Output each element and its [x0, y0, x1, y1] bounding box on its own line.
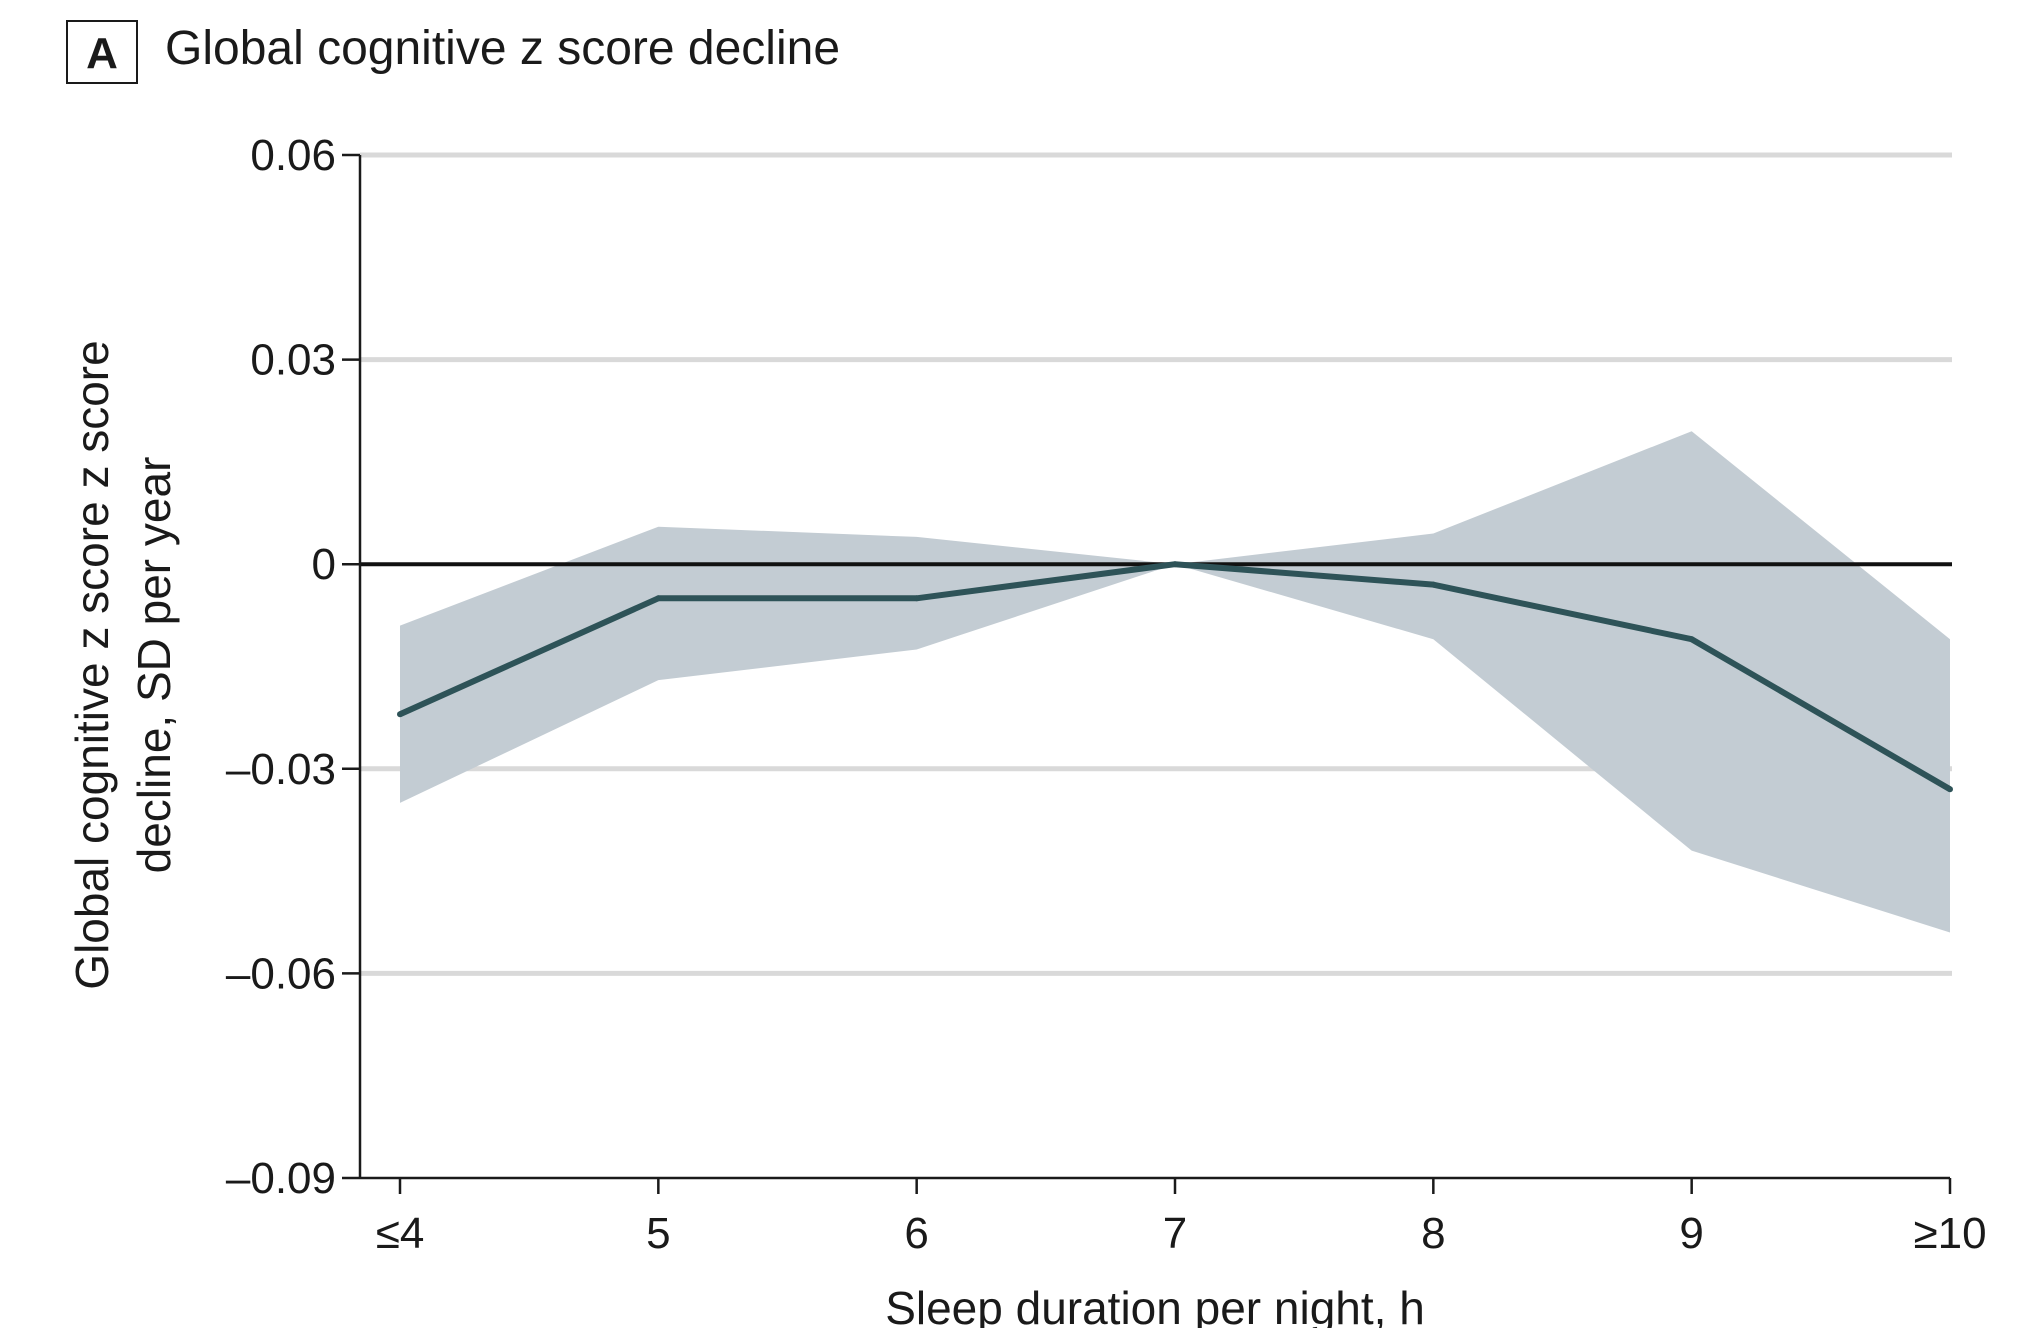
- y-tick-label-1: 0.03: [250, 336, 336, 385]
- x-tick-labels: ≤4 5 6 7 8 9 ≥10: [376, 1209, 1987, 1258]
- series-point-5: [655, 595, 662, 602]
- x-tick-label-4: 8: [1421, 1209, 1445, 1258]
- series-line-layer: [397, 561, 1953, 793]
- y-tick-label-3: –0.03: [226, 745, 336, 794]
- y-axis-title-line-1: Global cognitive z score z score: [66, 340, 118, 989]
- chart-title: Global cognitive z score decline: [165, 22, 840, 75]
- confidence-band: [400, 431, 1950, 933]
- gridlines: [360, 152, 1952, 976]
- series-point-≥10: [1947, 786, 1953, 793]
- series-point-8: [1430, 581, 1437, 588]
- y-axis-title-line-2: decline, SD per year: [128, 457, 180, 874]
- series-point-≤4: [397, 711, 403, 718]
- y-tick-label-4: –0.06: [226, 949, 336, 998]
- y-axis-title: Global cognitive z score z score decline…: [66, 340, 180, 989]
- x-tick-label-3: 7: [1163, 1209, 1187, 1258]
- confidence-band-layer: [400, 431, 1950, 933]
- x-tick-label-2: 6: [904, 1209, 928, 1258]
- y-tick-label-0: 0.06: [250, 131, 336, 180]
- x-tick-label-0: ≤4: [376, 1209, 425, 1258]
- y-tick-label-2: 0: [312, 540, 336, 589]
- series-point-9: [1688, 636, 1695, 643]
- y-tick-label-5: –0.09: [226, 1154, 336, 1203]
- y-tick-labels: 0.06 0.03 0 –0.03 –0.06 –0.09: [226, 131, 336, 1203]
- panel-letter: A: [86, 29, 118, 78]
- x-tick-label-1: 5: [646, 1209, 670, 1258]
- series-point-7: [1172, 561, 1178, 568]
- x-tick-label-6: ≥10: [1913, 1209, 1986, 1258]
- axes: [342, 153, 1952, 1194]
- panel-label-box: [66, 20, 138, 84]
- x-axis-title: Sleep duration per night, h: [885, 1282, 1425, 1328]
- x-tick-label-5: 9: [1679, 1209, 1703, 1258]
- series-point-6: [913, 595, 920, 602]
